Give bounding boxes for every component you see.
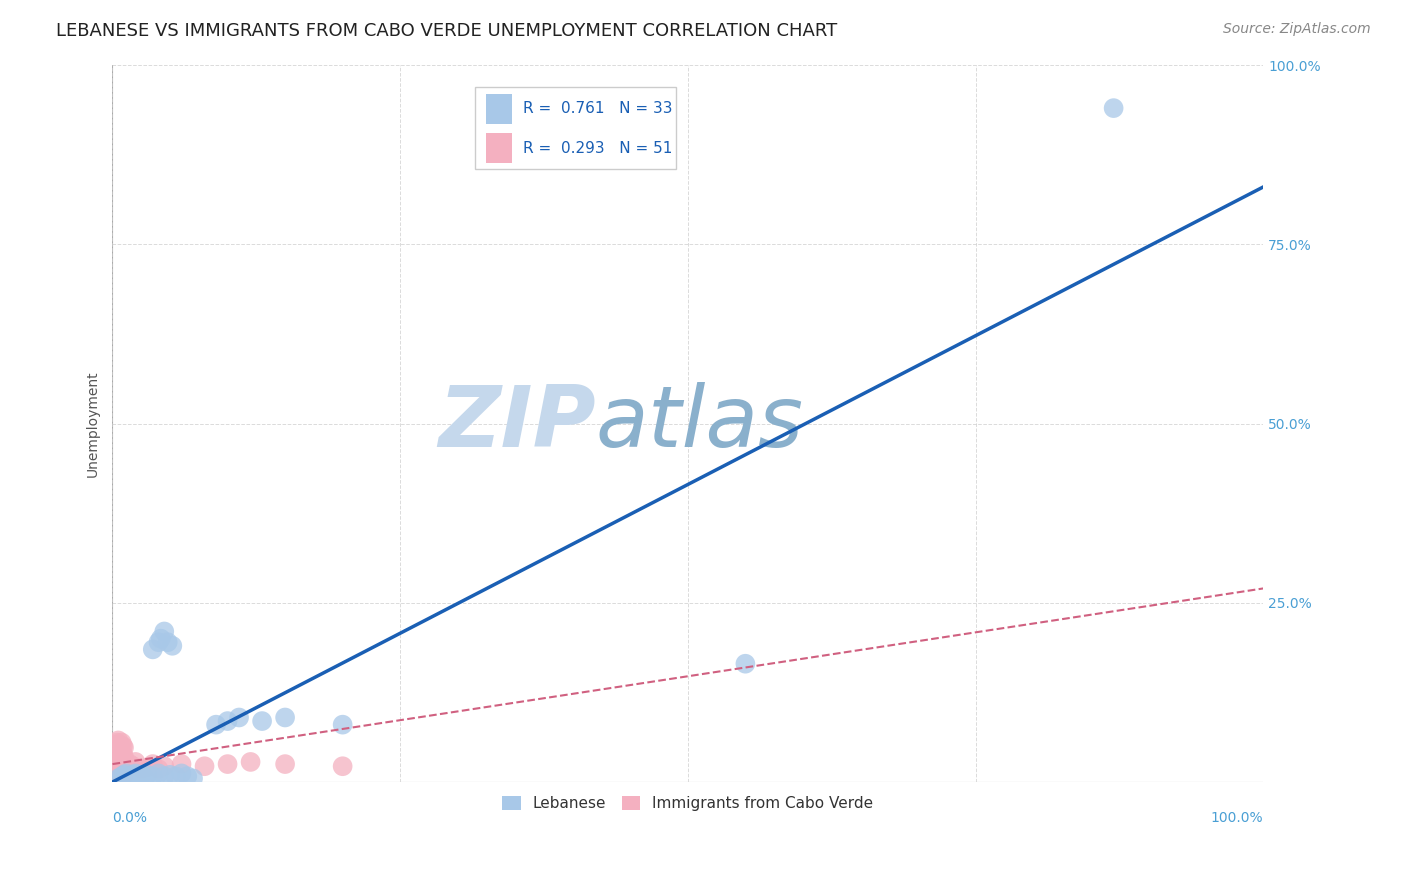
Point bbox=[111, 759, 134, 773]
Point bbox=[239, 755, 262, 769]
Point bbox=[108, 747, 131, 762]
Point bbox=[134, 772, 156, 786]
Point bbox=[142, 769, 165, 783]
Point bbox=[110, 750, 132, 764]
Point bbox=[112, 740, 135, 755]
Text: atlas: atlas bbox=[596, 382, 804, 465]
Point bbox=[127, 769, 149, 783]
Legend: Lebanese, Immigrants from Cabo Verde: Lebanese, Immigrants from Cabo Verde bbox=[496, 790, 880, 817]
Point bbox=[274, 757, 297, 772]
Point bbox=[193, 759, 215, 773]
Point bbox=[104, 769, 127, 783]
Point bbox=[105, 757, 128, 772]
Point bbox=[104, 772, 127, 786]
Text: Source: ZipAtlas.com: Source: ZipAtlas.com bbox=[1223, 22, 1371, 37]
Point bbox=[148, 762, 170, 776]
Point bbox=[104, 759, 127, 773]
Point bbox=[228, 710, 250, 724]
Point bbox=[105, 747, 128, 761]
Point bbox=[205, 717, 228, 731]
Point bbox=[105, 735, 128, 749]
Point bbox=[274, 710, 297, 724]
Point bbox=[332, 759, 354, 773]
Point bbox=[124, 755, 146, 769]
Point bbox=[115, 761, 138, 775]
Point bbox=[148, 635, 170, 649]
Point bbox=[176, 769, 198, 783]
Point bbox=[149, 632, 172, 646]
Point bbox=[110, 768, 132, 782]
Point bbox=[107, 733, 129, 747]
Bar bbox=[486, 94, 512, 124]
Point bbox=[162, 639, 184, 653]
Point bbox=[112, 750, 135, 764]
Text: LEBANESE VS IMMIGRANTS FROM CABO VERDE UNEMPLOYMENT CORRELATION CHART: LEBANESE VS IMMIGRANTS FROM CABO VERDE U… bbox=[56, 22, 838, 40]
Point bbox=[181, 772, 204, 786]
Point bbox=[159, 768, 181, 782]
Point bbox=[122, 759, 145, 773]
Point bbox=[142, 757, 165, 772]
Point bbox=[108, 738, 131, 752]
Point bbox=[108, 764, 131, 779]
Point bbox=[105, 768, 128, 782]
Point bbox=[142, 642, 165, 657]
Point bbox=[108, 754, 131, 768]
FancyBboxPatch shape bbox=[475, 87, 676, 169]
Text: 0.0%: 0.0% bbox=[112, 811, 148, 825]
Point bbox=[111, 769, 134, 783]
Point bbox=[107, 772, 129, 786]
Point bbox=[153, 624, 176, 639]
Point bbox=[104, 761, 127, 775]
Point bbox=[136, 761, 159, 775]
Point bbox=[104, 739, 127, 754]
Point bbox=[104, 747, 127, 762]
Point bbox=[124, 766, 146, 780]
Point bbox=[115, 766, 138, 780]
Point bbox=[107, 745, 129, 759]
Point bbox=[107, 755, 129, 769]
Y-axis label: Unemployment: Unemployment bbox=[86, 370, 100, 477]
Point bbox=[1102, 101, 1125, 115]
Point bbox=[111, 735, 134, 749]
Point bbox=[107, 766, 129, 780]
Point bbox=[217, 714, 239, 728]
Point bbox=[734, 657, 756, 671]
Point bbox=[112, 768, 135, 782]
Point bbox=[129, 762, 152, 776]
Point bbox=[111, 766, 134, 780]
Point bbox=[217, 757, 239, 772]
Point bbox=[170, 766, 193, 780]
Point bbox=[153, 759, 176, 773]
Point bbox=[332, 717, 354, 731]
Point bbox=[153, 769, 176, 783]
Point bbox=[104, 750, 127, 764]
Point bbox=[129, 768, 152, 782]
Point bbox=[118, 757, 141, 772]
Text: 100.0%: 100.0% bbox=[1211, 811, 1263, 825]
Point bbox=[111, 747, 134, 761]
Point bbox=[104, 738, 127, 752]
Bar bbox=[486, 133, 512, 163]
Point bbox=[111, 747, 134, 762]
Point bbox=[111, 761, 134, 775]
Text: R =  0.293   N = 51: R = 0.293 N = 51 bbox=[523, 141, 672, 156]
Point bbox=[136, 768, 159, 782]
Point bbox=[148, 766, 170, 780]
Point bbox=[165, 769, 187, 783]
Point bbox=[250, 714, 273, 728]
Text: ZIP: ZIP bbox=[439, 382, 596, 465]
Point bbox=[170, 757, 193, 772]
Point bbox=[111, 739, 134, 754]
Point bbox=[111, 769, 134, 783]
Point bbox=[122, 768, 145, 782]
Point bbox=[118, 769, 141, 783]
Text: R =  0.761   N = 33: R = 0.761 N = 33 bbox=[523, 102, 673, 116]
Point bbox=[112, 768, 135, 782]
Point bbox=[156, 635, 179, 649]
Point bbox=[110, 757, 132, 772]
Point bbox=[112, 762, 135, 776]
Point bbox=[110, 740, 132, 755]
